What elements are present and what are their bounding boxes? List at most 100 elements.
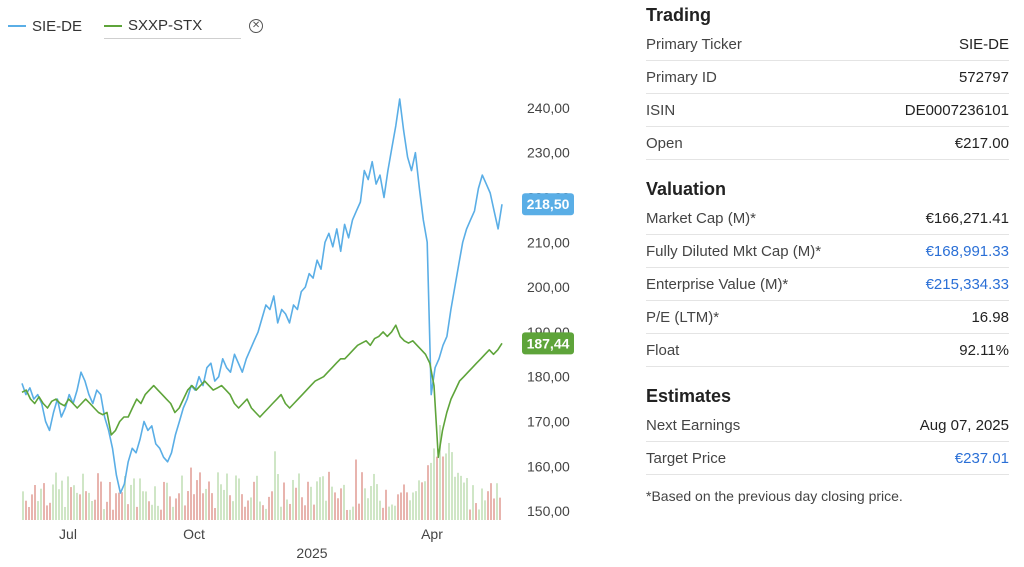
volume-bar [397, 494, 399, 520]
volume-bar [40, 488, 42, 520]
volume-bar [271, 491, 273, 520]
info-row: Market Cap (M)* €166,271.41 [646, 202, 1009, 235]
legend-item-primary[interactable]: SIE-DE [8, 18, 82, 35]
volume-bar [493, 498, 495, 520]
volume-bar [469, 509, 471, 520]
volume-bar [211, 493, 213, 520]
volume-bar [379, 500, 381, 520]
volume-bar [349, 509, 351, 520]
volume-bar [181, 475, 183, 520]
volume-bar [457, 472, 459, 520]
footnote: *Based on the previous day closing price… [646, 488, 903, 504]
volume-bar [427, 465, 429, 520]
volume-bar [307, 481, 309, 520]
info-row-label: P/E (LTM)* [646, 308, 720, 326]
volume-bar [43, 483, 45, 520]
info-row-label: Target Price [646, 449, 727, 467]
last-value-tag-primary: 218,50 [522, 193, 574, 216]
x-tick-label: Oct [183, 526, 205, 542]
volume-bar [298, 473, 300, 520]
volume-bar [388, 506, 390, 520]
price-chart[interactable]: 240,00230,00220,00210,00200,00190,00180,… [0, 0, 610, 567]
volume-bar [472, 485, 474, 520]
volume-bar [130, 484, 132, 520]
volume-bar [70, 487, 72, 520]
volume-bar [403, 484, 405, 520]
volume-bar [109, 481, 111, 520]
y-tick-label: 210,00 [527, 234, 570, 250]
volume-bar [412, 492, 414, 520]
section-spacer [646, 160, 1009, 174]
section-title-estimates: Estimates [646, 386, 732, 406]
info-row-value-link[interactable]: €215,334.33 [925, 275, 1009, 293]
volume-bar [97, 473, 99, 520]
volume-bar [46, 505, 48, 520]
volume-bar [28, 507, 30, 520]
volume-bar [238, 478, 240, 520]
legend-item-compare[interactable]: SXXP-STX [104, 17, 242, 39]
volume-bar [313, 504, 315, 520]
info-row-value-link[interactable]: €237.01 [954, 449, 1009, 467]
volume-bar [331, 486, 333, 520]
volume-bar [172, 506, 174, 520]
volume-bar [112, 509, 114, 520]
volume-bar [358, 503, 360, 520]
volume-bar [241, 494, 243, 520]
volume-bar [157, 505, 159, 520]
y-tick-label: 200,00 [527, 279, 570, 295]
legend-label-compare: SXXP-STX [128, 17, 203, 34]
volume-bar [337, 498, 339, 520]
volume-bar [475, 503, 477, 520]
remove-compare-icon[interactable]: ✕ [249, 19, 264, 33]
volume-bar [286, 499, 288, 520]
volume-bar [154, 486, 156, 520]
volume-bar [247, 500, 249, 520]
volume-bar [76, 492, 78, 520]
volume-bar [292, 479, 294, 520]
info-row: ISIN DE0007236101 [646, 94, 1009, 127]
volume-bar [178, 493, 180, 520]
volume-bar [274, 451, 276, 520]
info-row: Float 92.11% [646, 334, 1009, 367]
volume-bar [199, 472, 201, 520]
volume-bar [205, 488, 207, 520]
info-row-label: Fully Diluted Mkt Cap (M)* [646, 242, 822, 260]
volume-bar [169, 496, 171, 520]
volume-bar [232, 501, 234, 520]
volume-bar [481, 488, 483, 520]
volume-bar [400, 492, 402, 520]
volume-bar [58, 489, 60, 520]
volume-bar [259, 501, 261, 520]
volume-bar [460, 475, 462, 520]
volume-bar [346, 509, 348, 520]
volume-bar [463, 482, 465, 520]
volume-bar [244, 506, 246, 520]
volume-bar [370, 486, 372, 520]
volume-bar [217, 472, 219, 520]
info-row: Primary ID 572797 [646, 61, 1009, 94]
info-row: P/E (LTM)* 16.98 [646, 301, 1009, 334]
volume-bar [316, 481, 318, 520]
volume-bar [82, 473, 84, 520]
volume-bar [268, 496, 270, 520]
volume-bar [391, 504, 393, 520]
info-row-label: Primary ID [646, 68, 717, 86]
volume-bar [94, 499, 96, 520]
volume-bar [142, 491, 144, 520]
section-spacer [646, 367, 1009, 381]
volume-bar [373, 473, 375, 520]
info-row-value-link[interactable]: €168,991.33 [925, 242, 1009, 260]
legend-swatch-compare [104, 24, 123, 27]
volume-bars [22, 425, 501, 520]
volume-bar [184, 505, 186, 520]
info-row-label: ISIN [646, 101, 676, 119]
series-line-primary [21, 98, 503, 494]
volume-bar [448, 442, 450, 520]
volume-bar [289, 503, 291, 520]
volume-bar [106, 501, 108, 520]
info-row: Next Earnings Aug 07, 2025 [646, 409, 1009, 442]
volume-bar [367, 498, 369, 520]
volume-bar [34, 485, 36, 520]
x-tick-label: Apr [421, 526, 443, 542]
volume-bar [376, 484, 378, 520]
